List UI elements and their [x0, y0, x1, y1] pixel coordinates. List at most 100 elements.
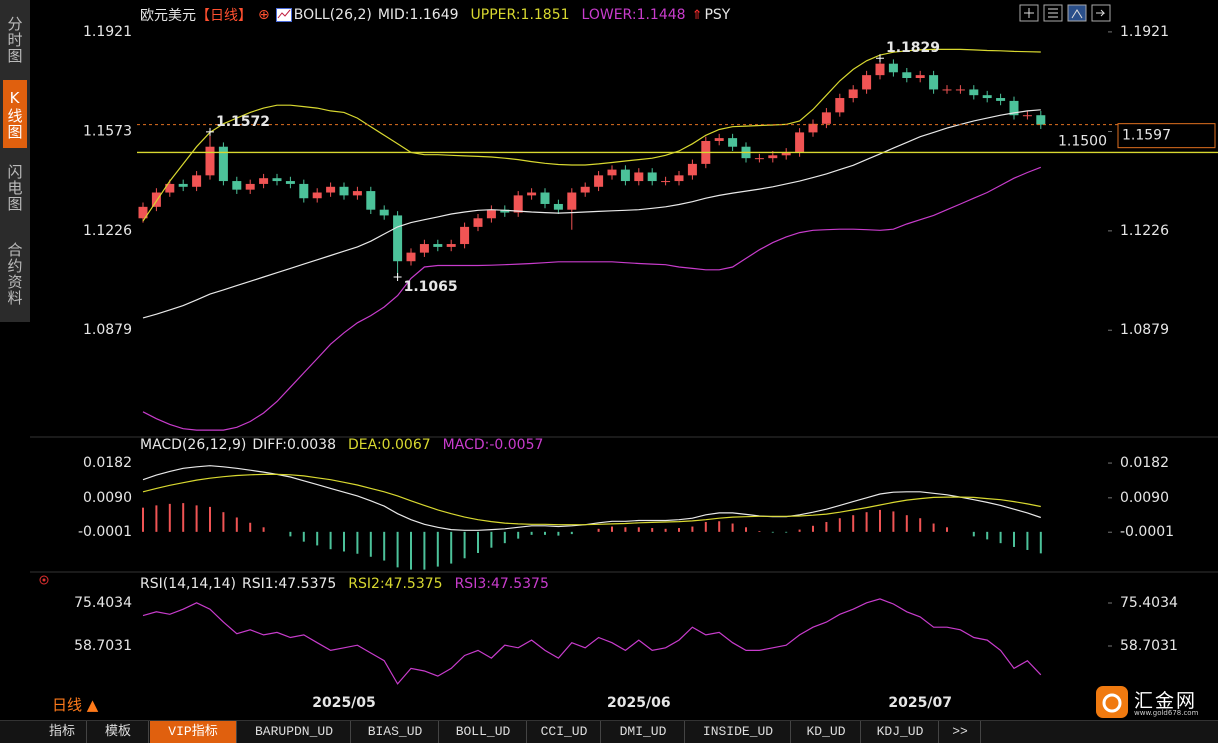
macd-bar	[651, 528, 654, 532]
candle-body	[795, 132, 805, 153]
legend-value: 1.1851	[520, 7, 570, 23]
macd-bar	[423, 531, 426, 570]
candle-body	[888, 63, 898, 73]
y-tick-label-right: 0.0182	[1120, 455, 1169, 471]
macd-bar	[262, 527, 265, 532]
macd-bar	[758, 531, 761, 532]
footer-tab[interactable]: BARUPDN_UD	[238, 721, 351, 743]
candle-body	[647, 172, 657, 182]
side-tab[interactable]: 闪电图	[5, 164, 24, 212]
x-tick-label: 2025/07	[888, 695, 952, 711]
toolbar-icons[interactable]	[1019, 4, 1111, 22]
candle-body	[218, 146, 228, 182]
candle-body	[500, 209, 510, 213]
logo: 汇金网 www.gold678.com	[1096, 686, 1216, 718]
candle-body	[527, 192, 537, 196]
candle-body	[848, 89, 858, 99]
footer-tab[interactable]: BIAS_UD	[352, 721, 439, 743]
candle-body	[379, 209, 389, 216]
candle-body	[567, 192, 577, 210]
footer-tabs: 指标 模板 VIP指标 BARUPDN_UD BIAS_UD BOLL_UD CCI_UD D…	[0, 720, 1218, 743]
candle-body	[138, 206, 148, 219]
footer-tab[interactable]: >>	[940, 721, 981, 743]
y-tick-label: 1.1226	[83, 223, 132, 239]
legend-name: RSI3:	[454, 576, 491, 592]
legend-value: 47.5375	[490, 576, 549, 592]
legend: MID:1.1649 UPPER:1.1851 LOWER:1.1448	[378, 7, 686, 23]
macd-bar	[369, 531, 372, 557]
legend-entry: LOWER:1.1448	[582, 7, 686, 23]
macd-bar	[222, 512, 225, 532]
macd-bar	[1039, 531, 1042, 554]
macd-bar	[637, 527, 640, 532]
macd-bar	[999, 531, 1002, 544]
candle-body	[553, 203, 563, 210]
footer-tab[interactable]: 模板	[88, 721, 149, 743]
footer-tab[interactable]: 指标	[38, 721, 87, 743]
candle-body	[540, 192, 550, 204]
candle-body	[969, 89, 979, 96]
footer-tab[interactable]: VIP指标	[150, 721, 237, 743]
candle-body	[165, 183, 175, 193]
macd-bar	[731, 523, 734, 532]
period-selector[interactable]: 日线 ▲	[52, 696, 99, 714]
candle-body	[486, 209, 496, 219]
macd-bar	[972, 531, 975, 537]
y-tick-label-right: 1.1921	[1120, 24, 1169, 40]
candle-body	[245, 183, 255, 190]
side-tab-active[interactable]: K线图	[3, 80, 27, 148]
arrow-icon: ⇑	[691, 7, 703, 23]
period: 【日线】	[196, 8, 252, 24]
candle-body	[366, 191, 376, 210]
candle-body	[580, 186, 590, 193]
legend-entry: UPPER:1.1851	[471, 7, 570, 23]
y-tick-label-right: 75.4034	[1120, 595, 1178, 611]
candle-body	[433, 244, 443, 247]
macd-bar	[785, 531, 788, 533]
level-label: 1.1500	[1058, 133, 1107, 149]
legend-name: UPPER:	[470, 7, 521, 23]
candle-body	[768, 155, 778, 159]
side-tab[interactable]: 分时图	[5, 16, 24, 64]
macd-bar	[838, 518, 841, 532]
extreme-marker	[876, 54, 884, 63]
rsi-header: RSI(14,14,14) RSI1:47.5375 RSI2:47.5375 RS…	[140, 576, 549, 592]
legend-value: 0.0038	[286, 437, 336, 453]
candle-body	[285, 181, 295, 184]
candle-body	[915, 75, 925, 79]
legend-value: -0.0057	[489, 437, 544, 453]
candle-body	[728, 138, 738, 147]
candle-body	[192, 175, 202, 187]
last-price-label: 1.1597	[1122, 128, 1171, 144]
indicator: BOLL(26,2)	[293, 7, 372, 23]
macd-bar	[879, 509, 881, 532]
y-tick-label: 1.0879	[83, 322, 132, 338]
last-price-box	[1117, 123, 1216, 149]
add-icon[interactable]: ⊕	[258, 7, 270, 23]
candle-body	[687, 163, 697, 176]
macd-bar	[570, 531, 573, 535]
footer-tab[interactable]: KDJ_UD	[862, 721, 939, 743]
footer-tab[interactable]: CCI_UD	[528, 721, 601, 743]
side-tab[interactable]: 合约资料	[5, 242, 24, 306]
macd-line	[142, 465, 1041, 531]
footer-tab[interactable]: KD_UD	[792, 721, 861, 743]
macd-bar	[436, 531, 439, 567]
footer-tab[interactable]: INSIDE_UD	[686, 721, 791, 743]
macd-bar	[503, 531, 506, 544]
rsi-icon	[39, 575, 49, 585]
y-tick-label: 0.0182	[83, 455, 132, 471]
candle-body	[835, 98, 845, 113]
legend-name: LOWER:	[581, 7, 637, 23]
rsi-title: RSI(14,14,14)	[140, 576, 237, 592]
candle-body	[808, 123, 818, 133]
candle-body	[902, 72, 912, 79]
candle-body	[406, 252, 416, 262]
footer-tab[interactable]: BOLL_UD	[440, 721, 527, 743]
macd-bar	[718, 521, 721, 532]
y-tick-label-right: -0.0001	[1120, 524, 1174, 540]
candle-body	[312, 192, 322, 199]
candle-body	[781, 152, 791, 156]
footer-tab[interactable]: DMI_UD	[602, 721, 685, 743]
